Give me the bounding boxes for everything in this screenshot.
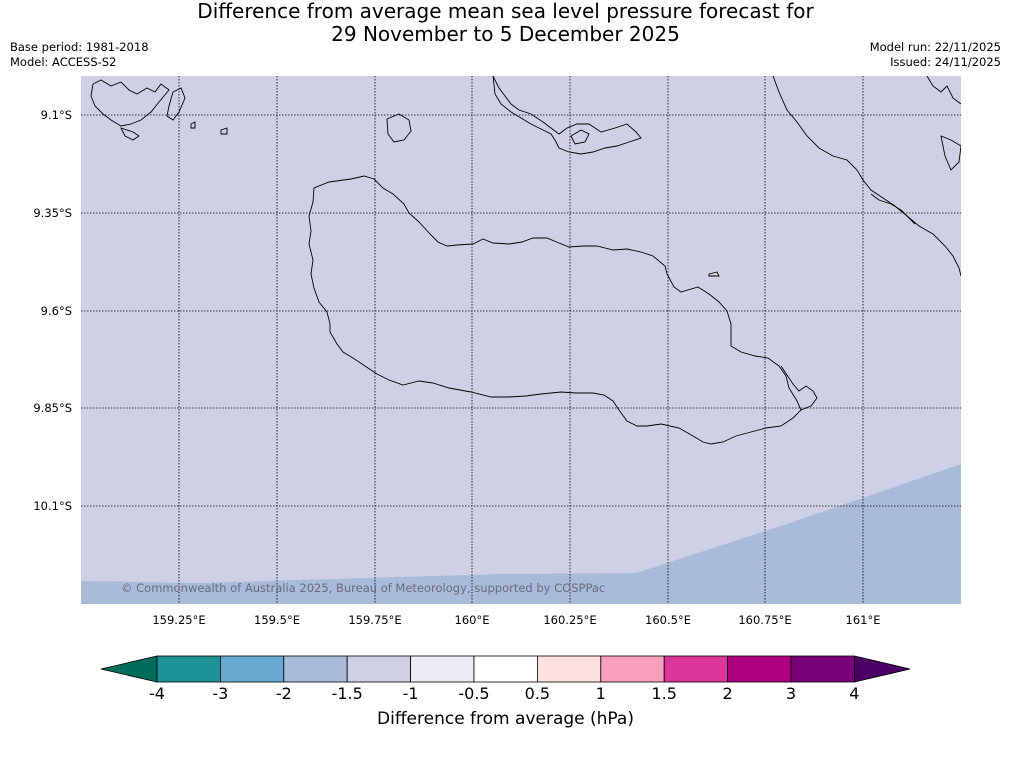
colorbar-segment [663,655,729,683]
title-line-2: 29 November to 5 December 2025 [331,22,680,46]
meta-right: Model run: 22/11/2025 Issued: 24/11/2025 [870,40,1001,70]
coastline-small-island [386,113,412,143]
lon-label: 160.75°E [738,613,792,627]
lon-label: 159.5°E [254,613,300,627]
coastline-malaita [772,76,961,277]
colorbar-tick-label: -1.5 [331,684,363,703]
colorbar-over-arrow [854,655,911,683]
graticule [81,76,961,604]
colorbar-segment [346,655,411,683]
colorbar-segment [790,655,855,683]
lon-label: 161°E [845,613,881,627]
colorbar-tick-label: 1 [595,684,606,703]
colorbar-tick-label: 1.5 [651,684,677,703]
colorbar-under-arrow [100,655,158,683]
colorbar-title: Difference from average (hPa) [377,709,634,729]
map-title: Difference from average mean sea level p… [0,0,1011,46]
colorbar-segment [156,655,221,683]
lat-label: 9.6°S [40,304,72,318]
colorbar-tick-label: -0.5 [458,684,490,703]
colorbar-segment [536,655,602,683]
copyright-notice: © Commonwealth of Australia 2025, Bureau… [121,581,606,595]
colorbar [100,655,911,683]
colorbar-segment [410,655,475,683]
colorbar-tick-label: 2 [722,684,733,703]
coastline-russell-islands-b [166,87,186,121]
lat-label: 9.1°S [40,108,72,122]
coastline-russell-islands-c [120,127,140,141]
coastlines [90,76,961,445]
colorbar-segment [220,655,285,683]
lat-label: 9.85°S [33,401,72,415]
colorbar-tick-label: -4 [149,684,165,703]
map-canvas [81,76,961,604]
coastline-malaita-d [926,76,961,105]
colorbar-tick-label: 0.5 [524,684,551,703]
map-panel[interactable]: © Commonwealth of Australia 2025, Bureau… [81,76,961,604]
coastline-malaita-b [870,193,916,225]
lon-label: 159.25°E [152,613,206,627]
title-line-1: Difference from average mean sea level p… [197,0,814,23]
meta-left: Base period: 1981-2018 Model: ACCESS-S2 [10,40,149,70]
lat-label: 10.1°S [33,499,72,513]
colorbar-tick-label: -1 [402,684,419,703]
coastline-florida-islands-b [570,129,590,145]
lat-label: 9.35°S [33,206,72,220]
coastline-russell-islands-a [90,79,170,127]
colorbar-segment [600,655,665,683]
colorbar-segment [473,655,538,683]
lon-label: 159.75°E [348,613,402,627]
issued-label: Issued: 24/11/2025 [890,55,1001,69]
colorbar-tick-label: 4 [849,684,860,703]
coastline-east-cape [780,365,818,411]
lon-label: 160.25°E [543,613,597,627]
coastline-malaita-c [940,135,961,171]
coastline-florida-islands [492,76,642,155]
model-label: Model: ACCESS-S2 [10,55,117,69]
colorbar-tick-label: 3 [785,684,797,703]
coastline-islet-c [708,271,720,277]
colorbar-tick-label: -2 [275,684,292,703]
lon-label: 160.5°E [645,613,691,627]
base-period-label: Base period: 1981-2018 [10,40,149,54]
coastline-islet-a [220,127,228,135]
colorbar-segments [100,655,911,683]
pressure-band-lower [81,464,961,604]
model-run-label: Model run: 22/11/2025 [869,40,1001,54]
coastline-guadalcanal [308,175,802,445]
colorbar-segment [283,655,348,683]
colorbar-segment [727,655,792,683]
lon-label: 160°E [454,613,490,627]
coastline-islet-b [190,121,196,129]
colorbar-tick-label: -3 [212,684,229,703]
